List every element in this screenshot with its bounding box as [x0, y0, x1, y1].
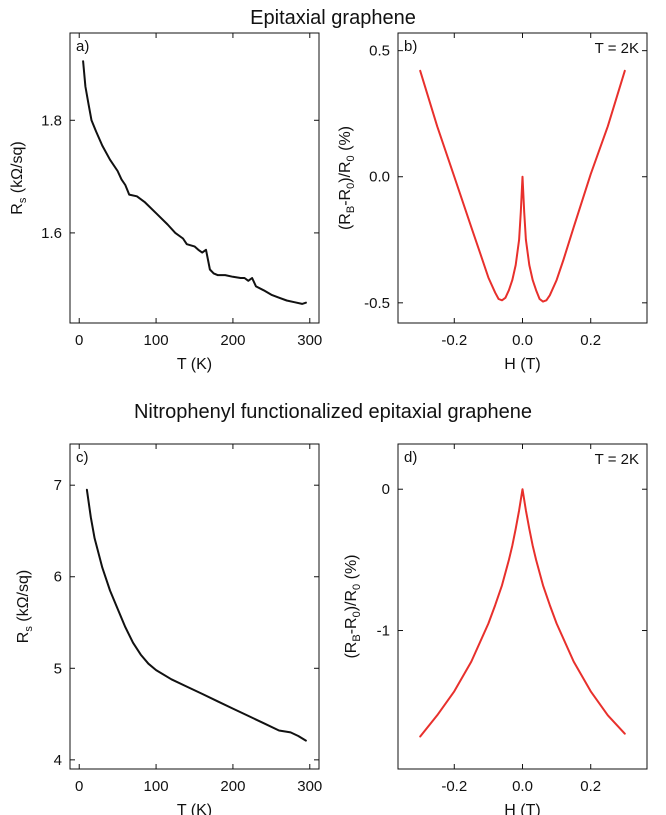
y-tick-label: 7	[54, 477, 62, 494]
x-axis-title: H (T)	[504, 802, 540, 815]
chart-panel-b: -0.2 0.0 0.2-0.50.00.5 b) T = 2KH (T)(RB-R0)…	[337, 32, 648, 373]
y-tick-label: -0.5	[364, 295, 390, 312]
x-tick-label: 300	[297, 332, 322, 349]
y-axis-title-part: (%)	[337, 126, 354, 155]
y-axis-title-part: (R	[337, 213, 354, 230]
x-tick-label: 200	[220, 332, 245, 349]
series-line-c	[85, 488, 307, 742]
y-tick-label: 1.6	[41, 225, 62, 242]
series-line-d	[419, 488, 626, 738]
chart-panel-a: 0 100 200 300 1.6 1.8 a) T (K) Rs (kΩ/sq)	[9, 32, 322, 373]
x-tick-label: -0.2	[441, 332, 467, 349]
panel-label: c)	[76, 449, 89, 466]
x-tick-label: 300	[297, 778, 322, 795]
series-line-b	[419, 69, 626, 303]
y-axis-title-subscript: s	[23, 626, 35, 632]
plot-frame	[69, 443, 320, 770]
x-tick-label: 100	[144, 778, 169, 795]
y-axis-title-part: (kΩ/sq)	[15, 570, 32, 626]
y-axis-title-subscript: 0	[351, 611, 363, 617]
y-axis-title-part: (R	[343, 642, 360, 659]
y-axis-title-subscript: 0	[345, 155, 357, 161]
y-axis-title-subscript: 0	[351, 584, 363, 590]
x-tick-label: -0.2	[441, 778, 467, 795]
x-tick-label: 0.2	[580, 778, 601, 795]
y-tick-label: 6	[54, 569, 62, 586]
y-tick-label: -1	[377, 623, 390, 640]
x-tick-label: 100	[144, 332, 169, 349]
x-tick-label: 0	[75, 332, 83, 349]
y-axis-title-part: R	[15, 632, 32, 644]
panel-label: b)	[404, 38, 417, 55]
y-tick-label: 0.5	[369, 43, 390, 60]
y-axis-title: Rs (kΩ/sq)	[9, 141, 29, 214]
y-tick-label: 4	[54, 752, 62, 769]
y-axis-title-part: -R	[343, 617, 360, 634]
y-axis-title: (RB-R0)/R0 (%)	[343, 554, 363, 658]
plot-frame	[69, 32, 320, 324]
y-axis-title-part: )/R	[337, 161, 354, 182]
section-title-top: Epitaxial graphene	[250, 7, 416, 29]
x-tick-label: 200	[220, 778, 245, 795]
series-line-a	[82, 60, 307, 305]
y-tick-label: 0.0	[369, 169, 390, 186]
y-tick-label: 5	[54, 660, 62, 677]
x-axis-title: T (K)	[177, 802, 212, 815]
y-tick-label: 1.8	[41, 112, 62, 129]
y-axis-title: (RB-R0)/R0 (%)	[337, 126, 357, 230]
y-axis-title-subscript: B	[345, 206, 357, 213]
chart-panel-c: 0 100 200 300 4 5 6 7 c) T (K) Rs (kΩ/sq)	[15, 443, 322, 815]
temperature-note: T = 2K	[595, 40, 639, 57]
x-axis-title: H (T)	[504, 356, 540, 373]
temperature-note: T = 2K	[595, 451, 639, 468]
x-tick-label: 0.0	[512, 778, 533, 795]
y-axis-title-part: (kΩ/sq)	[9, 141, 26, 197]
x-tick-label: 0.2	[580, 332, 601, 349]
y-axis-title-part: (%)	[343, 554, 360, 583]
panel-label: d)	[404, 449, 417, 466]
y-axis-title-part: R	[9, 203, 26, 215]
panels: 0 100 200 300 1.6 1.8 a) T (K) Rs (kΩ/sq) -0.2 0.0…	[9, 32, 648, 815]
y-axis-title-part: )/R	[343, 590, 360, 611]
y-axis-title-part: -R	[337, 189, 354, 206]
y-axis-title-subscript: s	[17, 197, 29, 203]
section-title-bottom: Nitrophenyl functionalized epitaxial gra…	[134, 401, 532, 423]
y-tick-label: 0	[382, 481, 390, 498]
chart-panel-d: -0.2 0.0 0.2-10d) T = 2KH (T)(RB-R0)/R0 (%)	[343, 443, 648, 815]
x-tick-label: 0	[75, 778, 83, 795]
x-tick-label: 0.0	[512, 332, 533, 349]
x-axis-title: T (K)	[177, 356, 212, 373]
panel-label: a)	[76, 38, 89, 55]
y-axis-title: Rs (kΩ/sq)	[15, 570, 35, 643]
y-axis-title-subscript: B	[351, 634, 363, 641]
y-axis-title-subscript: 0	[345, 183, 357, 189]
